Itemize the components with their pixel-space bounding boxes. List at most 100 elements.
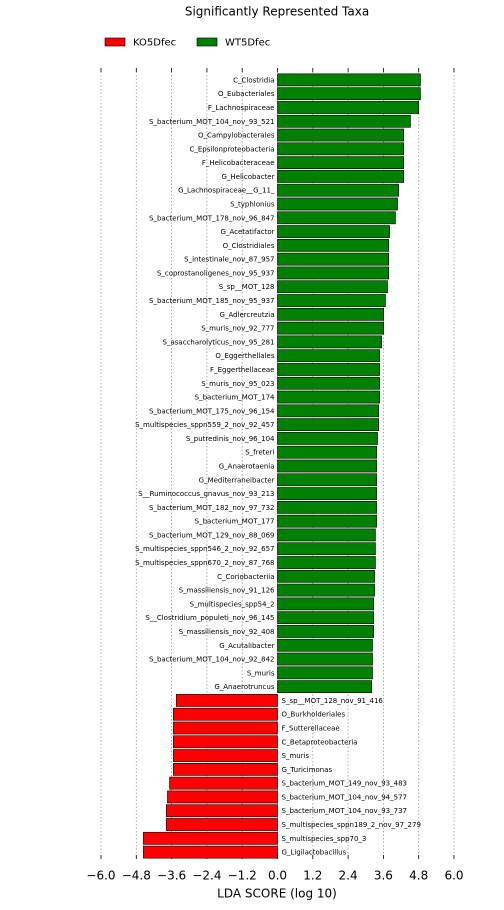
- row-label: S_multispecies_sppn189_2_nov_97_279: [282, 821, 421, 829]
- legend-label: WT5Dfec: [225, 38, 270, 49]
- row-label: O_Burkholderiales: [282, 711, 346, 719]
- bar: [277, 556, 376, 569]
- row-label: S__Clostridium_populeti_nov_96_145: [145, 614, 274, 622]
- bar: [277, 597, 374, 611]
- bar: [277, 542, 376, 556]
- bar: [277, 266, 389, 280]
- x-tick-label: −1.2: [228, 869, 257, 883]
- bar: [277, 432, 378, 445]
- bar: [277, 418, 379, 431]
- bar: [169, 776, 278, 790]
- bar: [277, 239, 389, 252]
- row-label: G_Adlercreutzia: [220, 311, 275, 319]
- x-tick-label: 2.4: [339, 869, 358, 883]
- bar: [277, 625, 374, 638]
- row-label: S_bacterium_MOT_104_nov_93_737: [282, 807, 407, 815]
- row-label: S_bacterium_MOT_174: [195, 394, 275, 402]
- bar: [277, 101, 419, 114]
- bar: [277, 666, 373, 680]
- bar: [277, 514, 377, 528]
- bar: [173, 735, 278, 749]
- bar: [277, 225, 390, 238]
- x-tick-label: −6.0: [86, 869, 115, 883]
- x-tick-label: −3.6: [157, 869, 186, 883]
- row-label: F_Eggerthellaceae: [210, 366, 274, 374]
- bar: [277, 252, 389, 266]
- x-tick-label: 4.8: [409, 869, 428, 883]
- row-label: G_Turicimonas: [282, 766, 333, 774]
- chart-title: Significantly Represented Taxa: [185, 5, 369, 19]
- row-label: S_coprostanoligenes_nov_95_937: [157, 269, 275, 277]
- bar: [277, 611, 374, 625]
- row-label: S_multispecies_spp70_3: [282, 835, 367, 843]
- legend-swatch: [196, 37, 218, 47]
- row-label: C_Clostridia: [233, 76, 274, 84]
- bar: [277, 183, 399, 197]
- row-label: F_Lachnospiraceae: [208, 104, 275, 112]
- bar: [277, 114, 411, 128]
- bar: [277, 128, 404, 142]
- bar: [277, 197, 398, 211]
- row-label: S_massiliensis_nov_91_126: [179, 587, 275, 595]
- row-label: S_bacterium_MOT_149_nov_93_483: [282, 780, 407, 788]
- row-label: S_bacterium_MOT_177: [195, 518, 275, 526]
- row-label: S_multispecies_spp54_2: [190, 600, 275, 608]
- bar: [277, 335, 382, 349]
- row-label: S_muris_nov_95_023: [201, 380, 274, 388]
- bar: [277, 349, 380, 363]
- bar: [166, 804, 278, 818]
- row-label: S_bacterium_MOT_104_nov_94_577: [282, 793, 407, 801]
- row-label: S_bacterium_MOT_182_nov_97_732: [149, 504, 274, 512]
- row-label: S_sp__MOT_128: [219, 283, 275, 291]
- bar: [277, 404, 379, 418]
- row-label: G_Ligilactobacillus: [282, 849, 347, 857]
- row-label: G_Acetatifactor: [221, 228, 275, 236]
- x-tick-label: 1.2: [303, 869, 322, 883]
- bar: [277, 363, 380, 376]
- bar: [277, 583, 375, 597]
- bar: [277, 307, 384, 321]
- row-label: S_sp__MOT_128_nov_91_416: [282, 697, 384, 705]
- bar: [277, 211, 396, 225]
- bar: [277, 73, 421, 87]
- row-label: S_asaccharolyticus_nov_95_281: [163, 338, 275, 346]
- row-label: O_Eubacteriales: [218, 90, 275, 98]
- bar: [277, 390, 380, 404]
- row-label: G_Anaerotruncus: [214, 683, 275, 691]
- row-label: O_Campylobacterales: [198, 132, 275, 140]
- x-tick-label: 0.0: [268, 869, 287, 883]
- row-label: S_intestinale_nov_87_957: [184, 256, 274, 264]
- bar: [277, 376, 380, 390]
- row-label: S_freteri: [245, 449, 274, 457]
- bar: [277, 142, 404, 156]
- bar: [277, 87, 421, 101]
- bar: [277, 473, 377, 487]
- x-tick-label: −2.4: [192, 869, 221, 883]
- bar: [173, 749, 278, 762]
- bar: [277, 294, 386, 307]
- bar: [277, 459, 377, 473]
- row-label: G_Lachnospiraceae__G_11_: [178, 187, 275, 195]
- row-label: G_Helicobacter: [221, 173, 274, 181]
- row-label: G_Anaerotaenia: [219, 463, 275, 471]
- row-label: O_Eggerthellales: [215, 352, 274, 360]
- row-label: C_Epsilonproteobacteria: [189, 145, 274, 153]
- row-label: O_Clostridiales: [223, 242, 275, 250]
- x-tick-label: −4.8: [122, 869, 151, 883]
- bar: [277, 487, 377, 500]
- bar: [277, 280, 388, 294]
- bar: [173, 721, 278, 735]
- row-label: S_bacterium_MOT_175_nov_96_154: [149, 407, 275, 415]
- x-axis-label: LDA SCORE (log 10): [217, 887, 337, 901]
- row-label: S_muris_nov_92_777: [201, 325, 274, 333]
- bar: [277, 569, 375, 583]
- bar: [277, 680, 372, 693]
- row-label: S_bacterium_MOT_178_nov_96_847: [149, 214, 274, 222]
- row-label: S_multispecies_sppn546_2_nov_92_657: [135, 545, 274, 553]
- bar: [277, 638, 373, 652]
- bar: [277, 156, 404, 169]
- row-label: S_putredinis_nov_96_104: [186, 435, 275, 443]
- row-label: G_Acutalibacter: [219, 642, 274, 650]
- bar: [277, 652, 373, 666]
